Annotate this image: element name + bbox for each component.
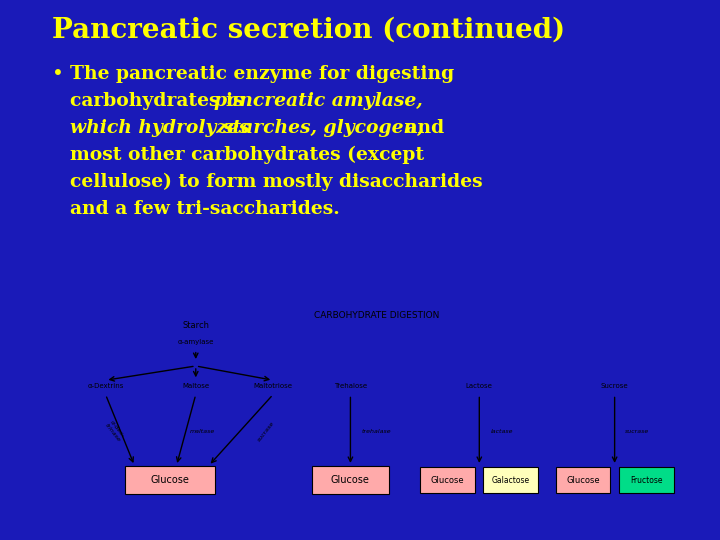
- FancyBboxPatch shape: [420, 467, 475, 494]
- Text: Sucrose: Sucrose: [600, 383, 629, 389]
- Text: Maltotriose: Maltotriose: [253, 383, 292, 389]
- Text: sucrase: sucrase: [625, 429, 649, 434]
- FancyBboxPatch shape: [312, 466, 389, 494]
- Text: lactase: lactase: [490, 429, 513, 434]
- Text: Glucose: Glucose: [431, 476, 464, 484]
- Text: α-dex-
trinase: α-dex- trinase: [104, 419, 126, 443]
- FancyBboxPatch shape: [556, 467, 611, 494]
- Text: •: •: [52, 65, 64, 84]
- Text: Glucose: Glucose: [331, 475, 370, 485]
- Text: carbohydrates is: carbohydrates is: [70, 92, 250, 110]
- Text: Trehalose: Trehalose: [334, 383, 367, 389]
- Text: Pancreatic secretion (continued): Pancreatic secretion (continued): [52, 17, 565, 44]
- Text: and a few tri-saccharides.: and a few tri-saccharides.: [70, 200, 340, 218]
- Text: starches, glycogen,: starches, glycogen,: [222, 119, 423, 137]
- Text: The pancreatic enzyme for digesting: The pancreatic enzyme for digesting: [70, 65, 454, 83]
- Text: Starch: Starch: [182, 321, 210, 330]
- Text: which hydrolyzes: which hydrolyzes: [70, 119, 256, 137]
- Text: sucrase: sucrase: [257, 420, 276, 442]
- FancyBboxPatch shape: [125, 466, 215, 494]
- Text: Galactose: Galactose: [492, 476, 530, 484]
- Text: Lactose: Lactose: [466, 383, 492, 389]
- Text: Glucose: Glucose: [566, 476, 600, 484]
- Text: trehalase: trehalase: [361, 429, 391, 434]
- Text: most other carbohydrates (except: most other carbohydrates (except: [70, 146, 424, 165]
- Text: α-Dextrins: α-Dextrins: [87, 383, 124, 389]
- Text: Glucose: Glucose: [150, 475, 189, 485]
- Text: cellulose) to form mostly disaccharides: cellulose) to form mostly disaccharides: [70, 173, 482, 192]
- Text: Maltose: Maltose: [182, 383, 210, 389]
- Text: maltase: maltase: [189, 429, 215, 434]
- FancyBboxPatch shape: [484, 467, 539, 494]
- Text: α-amylase: α-amylase: [178, 339, 214, 345]
- Text: CARBOHYDRATE DIGESTION: CARBOHYDRATE DIGESTION: [313, 311, 439, 320]
- FancyBboxPatch shape: [618, 467, 674, 494]
- Text: Fructose: Fructose: [630, 476, 662, 484]
- FancyBboxPatch shape: [554, 463, 676, 497]
- Text: and: and: [399, 119, 444, 137]
- FancyBboxPatch shape: [418, 463, 541, 497]
- Text: pancreatic amylase,: pancreatic amylase,: [214, 92, 423, 110]
